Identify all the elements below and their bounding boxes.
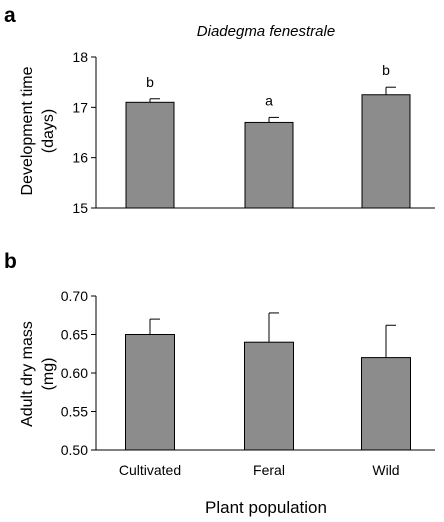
- chart-a-significance-letter: b: [382, 62, 390, 78]
- chart-a-y-tick-label: 16: [72, 150, 88, 166]
- chart-b-ylabel-line2: (mg): [40, 358, 57, 391]
- chart-b-xlabel: Plant population: [205, 498, 327, 517]
- chart-b-bar-wild: [361, 357, 411, 451]
- chart-b-x-tick-label: Cultivated: [119, 462, 181, 478]
- panel-b-letter: b: [4, 250, 17, 273]
- chart-a-significance-letter: a: [265, 92, 273, 108]
- chart-b-y-tick-label: 0.70: [61, 288, 88, 304]
- chart-a-ylabel-line1: Development time: [19, 66, 36, 195]
- chart-a-y-tick-label: 18: [72, 49, 88, 65]
- chart-a: 15 16 17 18 b a b: [72, 49, 435, 216]
- chart-a-y-tick-label: 15: [72, 200, 88, 216]
- chart-a-significance-letter: b: [146, 74, 154, 90]
- chart-b: 0.50 0.55 0.60 0.65 0.70 Cultivated Feral Wild: [61, 288, 435, 478]
- chart-b-y-tick-label: 0.60: [61, 365, 88, 381]
- chart-a-bar-feral: [244, 121, 294, 209]
- chart-a-title: Diadegma fenestrale: [197, 23, 335, 40]
- chart-b-y-tick-label: 0.55: [61, 404, 88, 420]
- panel-a-letter: a: [4, 4, 16, 27]
- chart-b-x-tick-label: Wild: [372, 462, 399, 478]
- chart-b-y-tick-label: 0.65: [61, 327, 88, 343]
- chart-b-ylabel-line1: Adult dry mass: [19, 321, 36, 427]
- chart-a-ylabel: Development time (days): [19, 66, 57, 195]
- chart-b-y-tick-label: 0.50: [61, 442, 88, 458]
- chart-b-bar-feral: [244, 341, 294, 451]
- chart-b-bar-cultivated: [125, 334, 175, 451]
- chart-a-bar-wild: [361, 94, 411, 209]
- chart-a-bar-cultivated: [125, 101, 175, 209]
- chart-a-y-tick-label: 17: [72, 99, 88, 115]
- chart-b-ylabel: Adult dry mass (mg): [19, 321, 57, 427]
- chart-b-x-tick-label: Feral: [253, 462, 285, 478]
- chart-a-ylabel-line2: (days): [40, 109, 57, 153]
